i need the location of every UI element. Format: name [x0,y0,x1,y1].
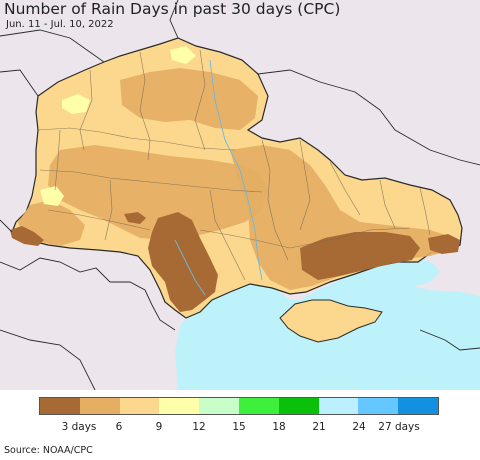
legend-labels: 3 days 6 9 12 15 18 21 24 27 days [39,421,439,435]
legend-label: 27 days [378,421,420,433]
legend-swatch [159,398,200,414]
legend-label: 12 [192,421,206,433]
legend-swatch [238,398,279,414]
sea-of-azov [300,258,440,304]
map-date-range: Jun. 11 - Jul. 10, 2022 [6,19,114,30]
legend-label: 9 [155,421,163,433]
rain-days-map [0,0,480,390]
map-title: Number of Rain Days in past 30 days (CPC… [4,0,341,18]
oblast-borders [37,49,431,281]
zone-3-spot [124,212,146,224]
zone-3-southwest [10,226,44,246]
legend-swatch [79,398,120,414]
zone-3-south [148,212,218,312]
zone-3-east [300,232,420,280]
country-borders [0,0,480,390]
legend-label: 21 [312,421,326,433]
legend-swatch [278,398,319,414]
zone-6-central [48,145,268,240]
zone-12-north2 [170,46,196,64]
zone-6-north [120,68,258,130]
zone-12-north [62,94,90,114]
rivers [174,59,263,296]
legend-label: 15 [232,421,246,433]
legend-colorbar [39,397,439,415]
legend-label: 18 [272,421,286,433]
zone-12-west [40,186,64,206]
legend-label: 24 [352,421,366,433]
legend-swatch [40,398,80,414]
legend-swatch [318,398,359,414]
legend-swatch [199,398,239,414]
legend-label: 6 [115,421,123,433]
legend-label: 3 days [61,421,97,433]
source-note: Source: NOAA/CPC [4,445,93,456]
zone-3-southeast [428,234,460,254]
legend-swatch [358,398,399,414]
legend-swatch [119,398,160,414]
crimea [279,299,383,343]
legend-swatch [398,398,438,414]
